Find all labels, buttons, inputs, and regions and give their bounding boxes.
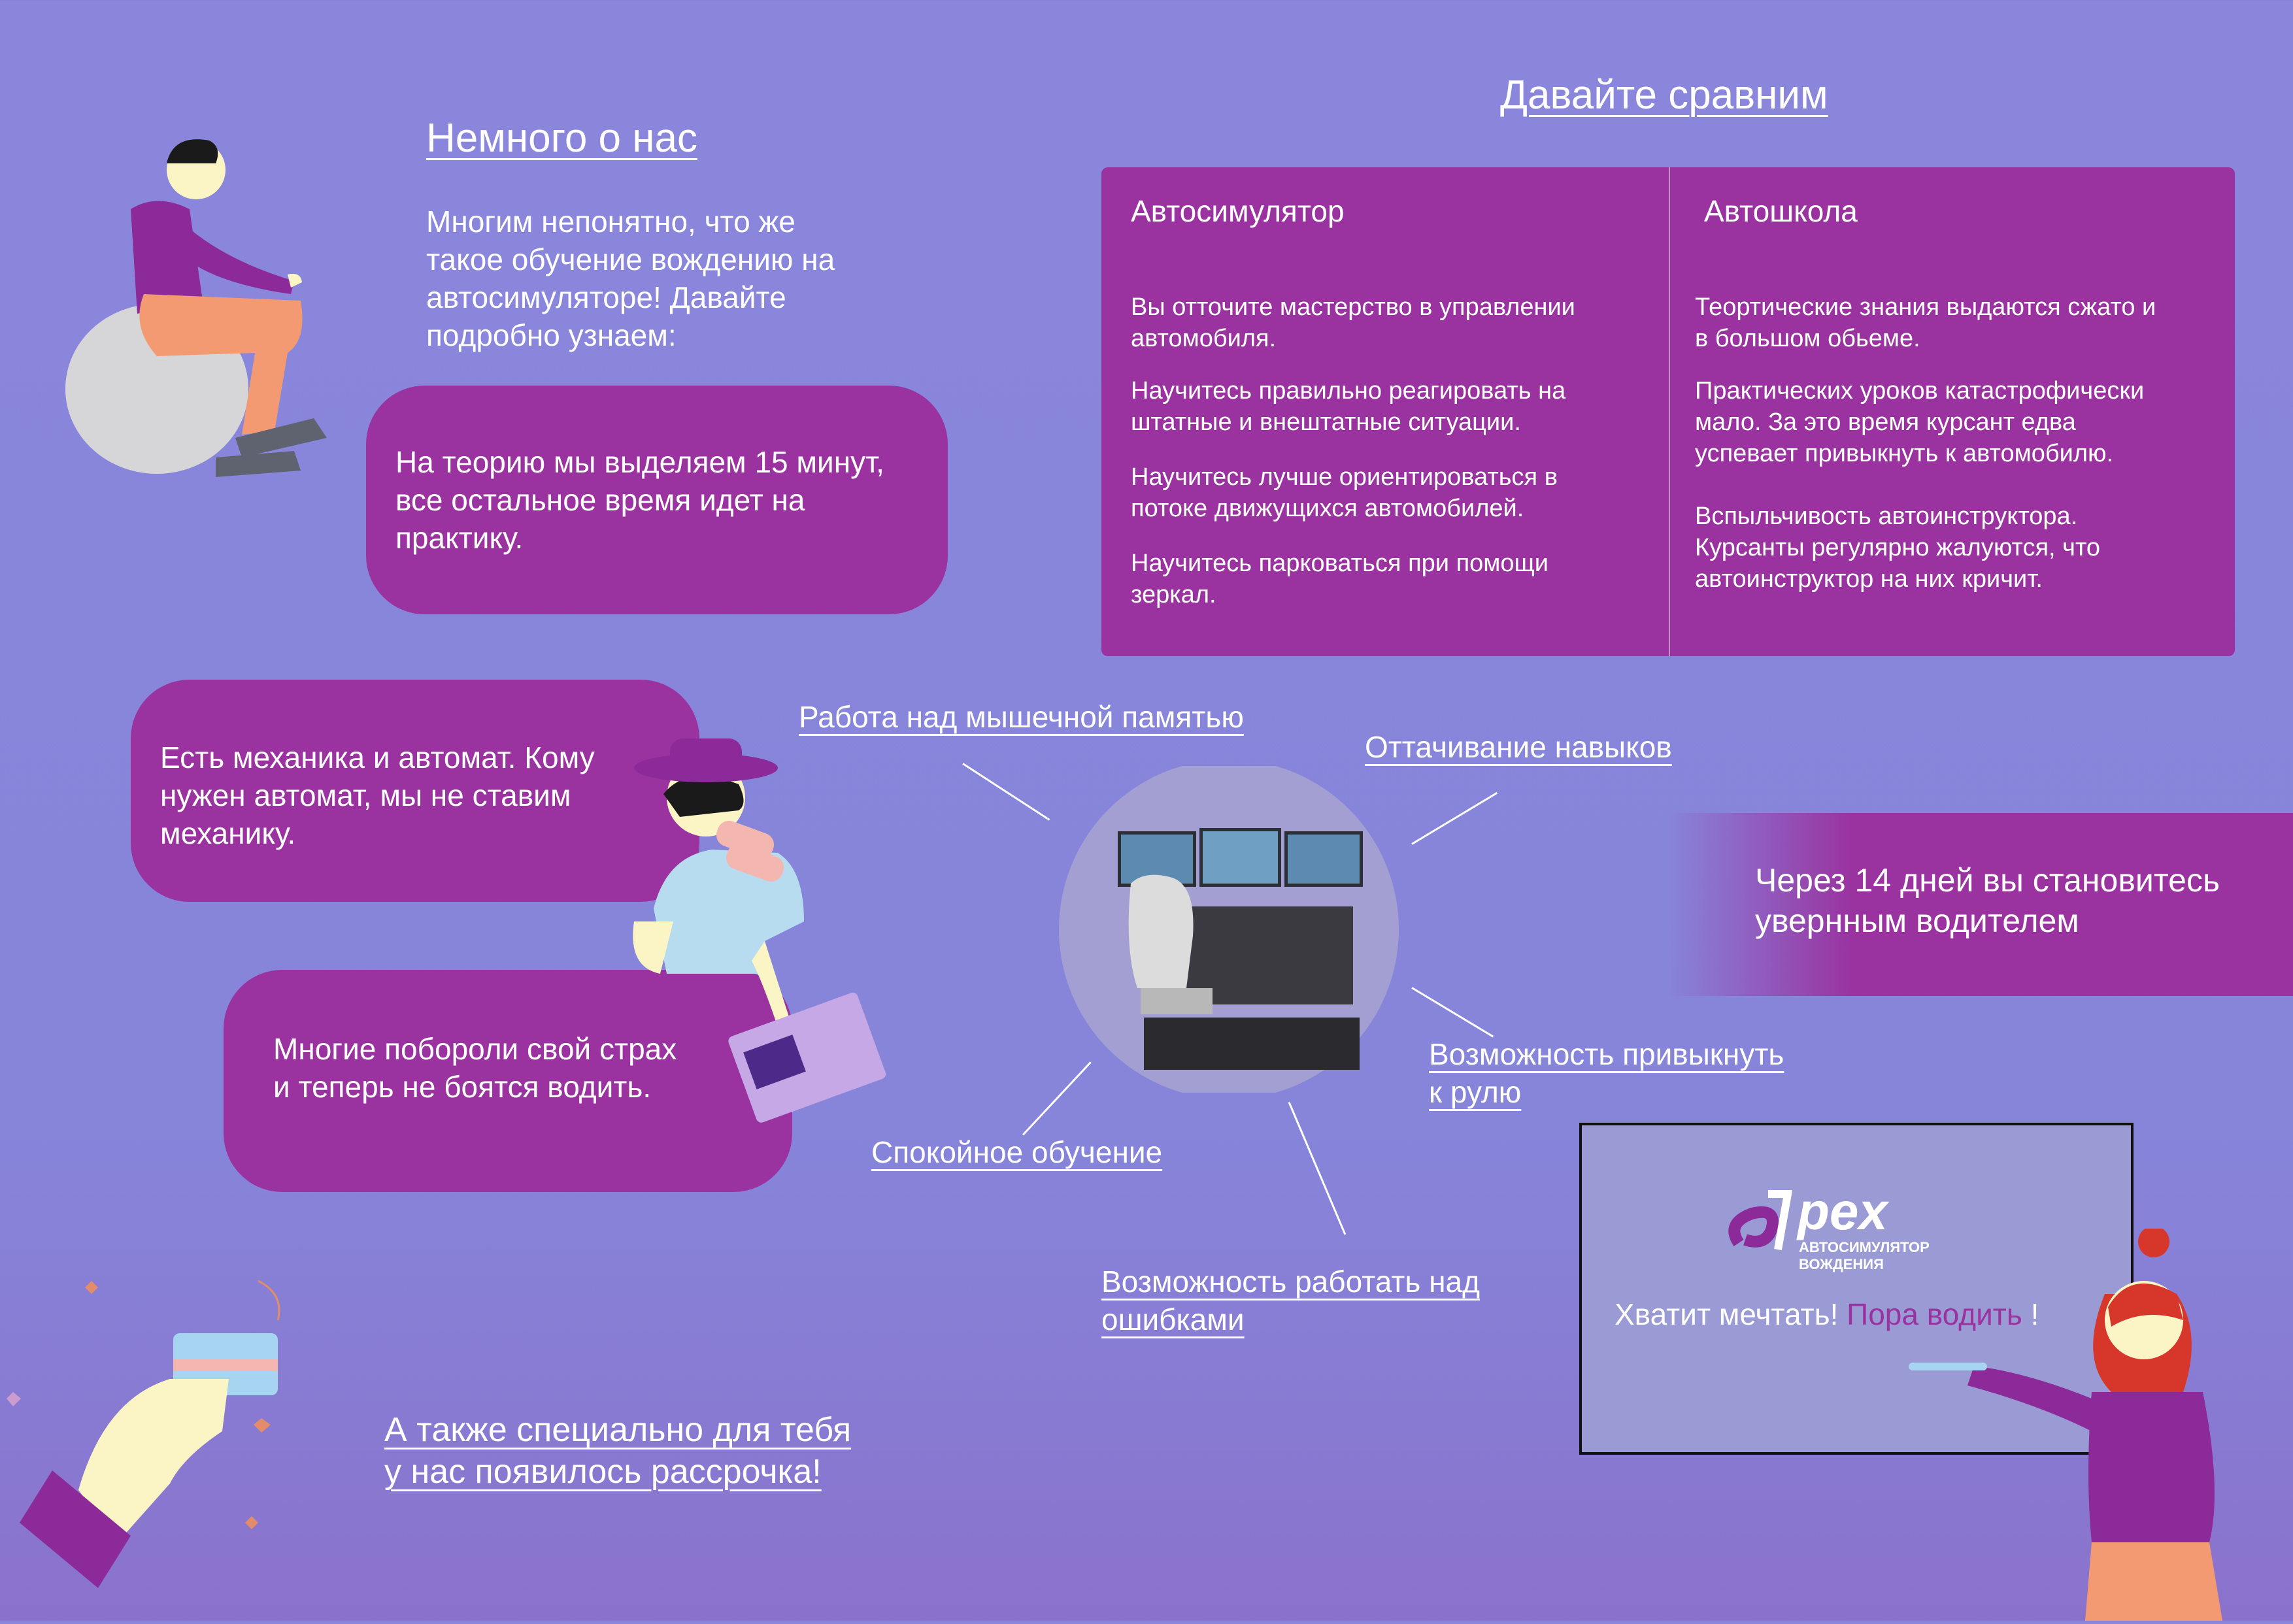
- school-column: Автошкола Теортические знания выдаются с…: [1695, 167, 2224, 656]
- school-header: Автошкола: [1704, 194, 1858, 228]
- simulator-header: Автосимулятор: [1131, 194, 1345, 228]
- transmission-bubble: Есть механика и автомат. Кому нужен авто…: [131, 680, 699, 902]
- list-item: Вы отточите мастерство в управлении автом…: [1131, 293, 1575, 352]
- table-divider: [1669, 167, 1670, 656]
- connector-line: [1411, 791, 1498, 845]
- connector-line: [1022, 1061, 1092, 1136]
- about-title: Немного о нас: [426, 116, 697, 161]
- wheel-label: Возможность привыкнуть к рулю: [1429, 1037, 1784, 1109]
- connector-line: [1288, 1101, 1347, 1235]
- fear-bubble: Многие побороли свой страх и теперь не б…: [224, 970, 792, 1192]
- list-item: Научитесь лучше ориентироваться в потоке …: [1131, 463, 1558, 522]
- theory-bubble: На теорию мы выделяем 15 минут, все оста…: [366, 386, 948, 614]
- list-item: Вспыльчивость автоинструктора. Курсанты р…: [1695, 503, 2101, 593]
- promo-slogan: Хватит мечтать! Пора водить !: [1615, 1297, 2039, 1331]
- binoculars-man-illustration: [608, 725, 895, 1144]
- apex-logo: pex АВТОСИМУЛЯТОР ВОЖДЕНИЯ: [1726, 1182, 2000, 1272]
- connector-line: [1411, 987, 1494, 1038]
- installment-label: А также специально для тебя у нас появил…: [384, 1411, 852, 1491]
- connector-line: [962, 763, 1050, 821]
- mistakes-label: Возможность работать над ошибками: [1101, 1265, 1480, 1336]
- list-item: Научитесь парковаться при помощи зеркал.: [1131, 550, 1549, 608]
- muscle-memory-label: Работа над мышечной памятью: [799, 700, 1244, 734]
- skills-label: Оттачивание навыков: [1365, 730, 1672, 764]
- comparison-table: Автосимулятор Вы отточите мастерство в у…: [1101, 167, 2235, 656]
- pointer-woman-illustration: [1896, 1226, 2235, 1621]
- about-intro: Многим непонятно, что же такое обучение …: [426, 205, 835, 352]
- list-item: Научитесь правильно реагировать на штатны…: [1131, 377, 1566, 436]
- hand-card-illustration: [0, 1268, 340, 1595]
- list-item: Практических уроков катастрофически мало.…: [1695, 377, 2145, 467]
- sitting-man-illustration: [59, 131, 333, 497]
- driving-simulator-photo: [1059, 759, 1399, 1099]
- calm-label: Спокойное обучение: [871, 1135, 1163, 1169]
- banner: Через 14 дней вы становитесь увернным во…: [1667, 813, 2293, 996]
- simulator-column: Автосимулятор Вы отточите мастерство в у…: [1131, 167, 1667, 656]
- compare-title: Давайте сравним: [1500, 73, 1828, 118]
